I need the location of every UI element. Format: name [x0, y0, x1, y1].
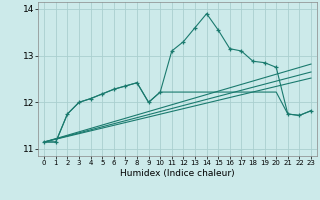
X-axis label: Humidex (Indice chaleur): Humidex (Indice chaleur)	[120, 169, 235, 178]
